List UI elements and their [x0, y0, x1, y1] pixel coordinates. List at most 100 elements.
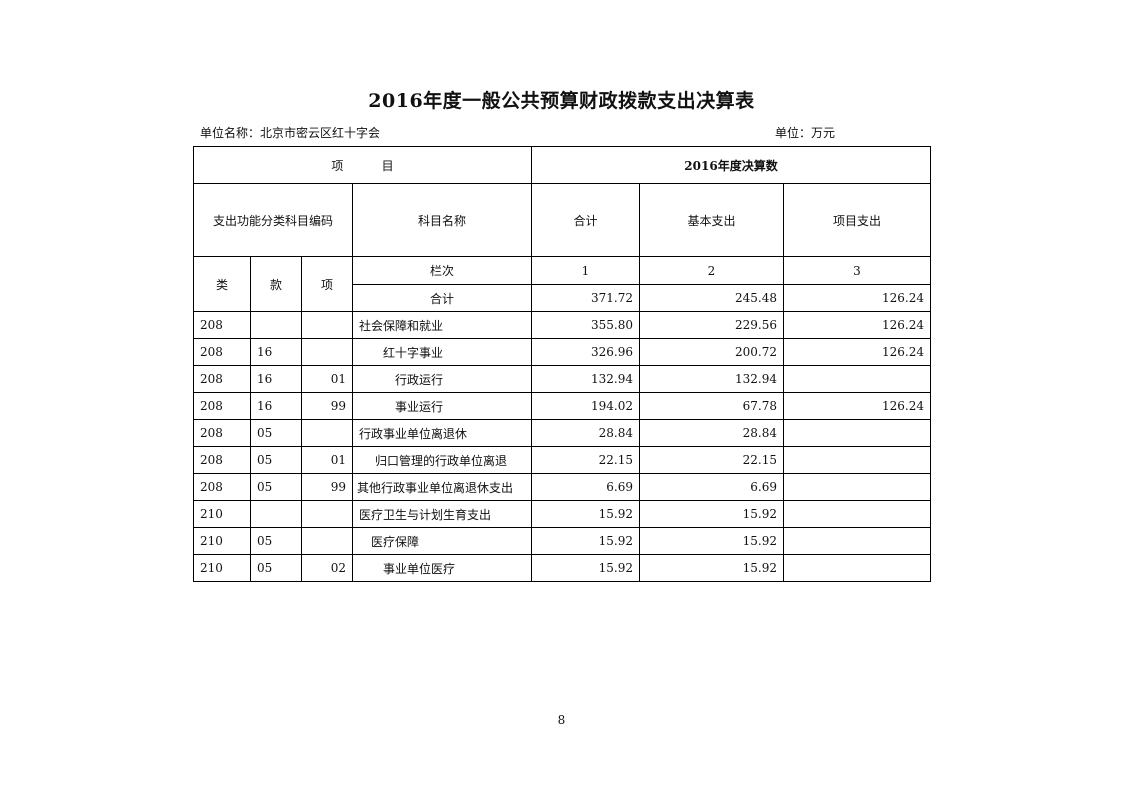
- header-code: 支出功能分类科目编码: [193, 183, 353, 257]
- table-row: 210 医疗卫生与计划生育支出 15.92 15.92: [193, 500, 931, 528]
- row-xiang: [301, 311, 353, 339]
- row-total: 326.96: [531, 338, 640, 366]
- row-total: 15.92: [531, 527, 640, 555]
- header-column-no: 栏次: [352, 256, 532, 285]
- row-xiang: [301, 500, 353, 528]
- row-basic: 15.92: [639, 500, 784, 528]
- row-name: 行政事业单位离退休: [352, 419, 532, 447]
- table-row: 210 05 医疗保障 15.92 15.92: [193, 527, 931, 555]
- sum-project: 126.24: [783, 284, 931, 312]
- row-project: 126.24: [783, 338, 931, 366]
- row-name: 红十字事业: [352, 338, 532, 366]
- header-subject-name: 科目名称: [352, 183, 532, 257]
- table-row: 208 社会保障和就业 355.80 229.56 126.24: [193, 311, 931, 339]
- table-row: 208 16 红十字事业 326.96 200.72 126.24: [193, 338, 931, 366]
- row-basic: 15.92: [639, 554, 784, 582]
- row-xiang: 01: [301, 365, 353, 393]
- row-basic: 200.72: [639, 338, 784, 366]
- row-lei: 208: [193, 419, 251, 447]
- row-project: [783, 554, 931, 582]
- header-project: 项 目: [193, 146, 532, 184]
- row-kuan: 05: [250, 473, 302, 501]
- row-total: 15.92: [531, 554, 640, 582]
- row-project: [783, 527, 931, 555]
- sum-total: 371.72: [531, 284, 640, 312]
- table-row: 208 05 行政事业单位离退休 28.84 28.84: [193, 419, 931, 447]
- row-kuan: 05: [250, 527, 302, 555]
- unit-name: 单位名称：北京市密云区红十字会: [200, 126, 381, 140]
- row-project: 126.24: [783, 392, 931, 420]
- header-col3: 3: [783, 256, 931, 285]
- header-total: 合计: [531, 183, 640, 257]
- table-row: 208 05 01 归口管理的行政单位离退 22.15 22.15: [193, 446, 931, 474]
- row-xiang: 99: [301, 392, 353, 420]
- row-project: [783, 419, 931, 447]
- row-total: 28.84: [531, 419, 640, 447]
- row-project: 126.24: [783, 311, 931, 339]
- row-lei: 208: [193, 446, 251, 474]
- table-row: 208 16 01 行政运行 132.94 132.94: [193, 365, 931, 393]
- row-xiang: [301, 338, 353, 366]
- row-name: 事业运行: [352, 392, 532, 420]
- header-col1: 1: [531, 256, 640, 285]
- row-name: 事业单位医疗: [352, 554, 532, 582]
- row-project: [783, 446, 931, 474]
- row-basic: 229.56: [639, 311, 784, 339]
- row-total: 15.92: [531, 500, 640, 528]
- row-name: 行政运行: [352, 365, 532, 393]
- row-lei: 210: [193, 554, 251, 582]
- row-total: 22.15: [531, 446, 640, 474]
- row-name: 社会保障和就业: [352, 311, 532, 339]
- row-basic: 67.78: [639, 392, 784, 420]
- row-basic: 22.15: [639, 446, 784, 474]
- row-name: 其他行政事业单位离退休支出: [352, 473, 532, 501]
- row-lei: 208: [193, 392, 251, 420]
- row-lei: 208: [193, 338, 251, 366]
- row-kuan: [250, 311, 302, 339]
- table-row: 208 05 99 其他行政事业单位离退休支出 6.69 6.69: [193, 473, 931, 501]
- row-lei: 208: [193, 473, 251, 501]
- row-kuan: 16: [250, 338, 302, 366]
- row-basic: 132.94: [639, 365, 784, 393]
- row-project: [783, 500, 931, 528]
- row-xiang: 02: [301, 554, 353, 582]
- header-basic: 基本支出: [639, 183, 784, 257]
- row-lei: 210: [193, 500, 251, 528]
- row-kuan: [250, 500, 302, 528]
- row-total: 194.02: [531, 392, 640, 420]
- row-kuan: 16: [250, 365, 302, 393]
- table-row: 210 05 02 事业单位医疗 15.92 15.92: [193, 554, 931, 582]
- currency-unit: 单位：万元: [775, 126, 836, 140]
- row-basic: 6.69: [639, 473, 784, 501]
- row-total: 132.94: [531, 365, 640, 393]
- table-row: 208 16 99 事业运行 194.02 67.78 126.24: [193, 392, 931, 420]
- row-kuan: 16: [250, 392, 302, 420]
- page-number: 8: [557, 713, 566, 727]
- row-kuan: 05: [250, 419, 302, 447]
- row-total: 355.80: [531, 311, 640, 339]
- row-name: 医疗卫生与计划生育支出: [352, 500, 532, 528]
- header-col2: 2: [639, 256, 784, 285]
- row-xiang: [301, 527, 353, 555]
- row-lei: 208: [193, 365, 251, 393]
- row-name: 归口管理的行政单位离退: [352, 446, 532, 474]
- row-kuan: 05: [250, 554, 302, 582]
- row-basic: 15.92: [639, 527, 784, 555]
- row-xiang: [301, 419, 353, 447]
- row-name: 医疗保障: [352, 527, 532, 555]
- sum-basic: 245.48: [639, 284, 784, 312]
- row-lei: 208: [193, 311, 251, 339]
- row-project: [783, 365, 931, 393]
- header-xiang: 项: [301, 256, 353, 312]
- header-lei: 类: [193, 256, 251, 312]
- row-total: 6.69: [531, 473, 640, 501]
- row-project: [783, 473, 931, 501]
- row-kuan: 05: [250, 446, 302, 474]
- row-basic: 28.84: [639, 419, 784, 447]
- header-project-exp: 项目支出: [783, 183, 931, 257]
- header-year-total: 2016年度决算数: [531, 146, 931, 184]
- document-title: 2016年度一般公共预算财政拨款支出决算表: [368, 90, 755, 112]
- expenditure-table: 项 目 2016年度决算数 支出功能分类科目编码 科目名称 合计 基本支出 项目…: [193, 146, 931, 582]
- header-kuan: 款: [250, 256, 302, 312]
- row-xiang: 01: [301, 446, 353, 474]
